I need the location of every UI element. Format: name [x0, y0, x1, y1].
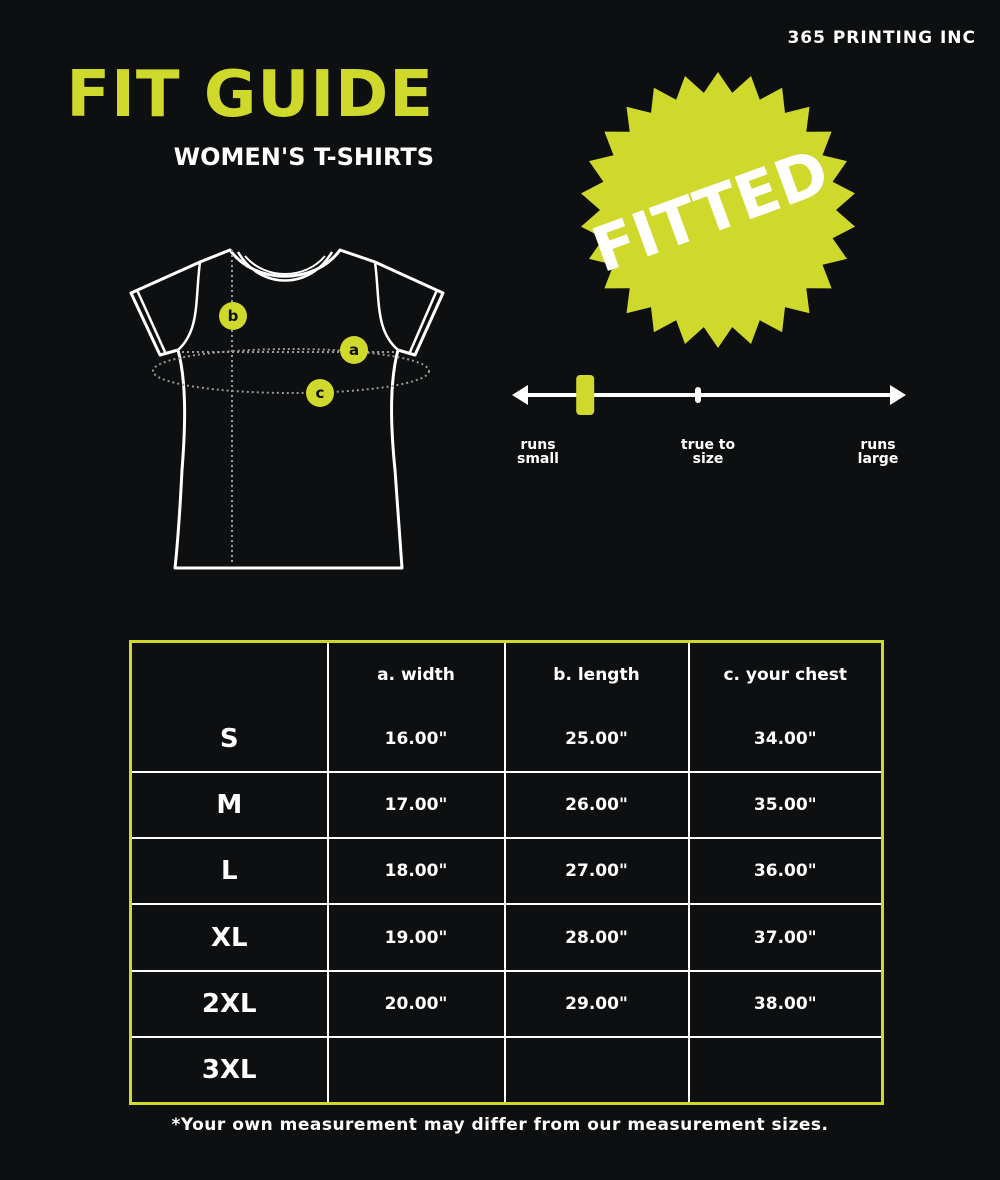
measurement-cell: 37.00" [687, 903, 883, 972]
size-label: M [130, 771, 329, 840]
right-sleeve-hem [408, 289, 439, 353]
marker-b-label: b [228, 307, 239, 325]
scale-label-true-to-size: true to size [680, 437, 736, 467]
arrow-right-icon [890, 385, 906, 405]
measurement-cell [326, 1035, 506, 1104]
measurement-cell: 20.00" [326, 969, 506, 1038]
tshirt-diagram [129, 248, 445, 570]
table-row: XL 19.00" 28.00" 37.00" [130, 903, 883, 972]
measure-markers: b a c [219, 302, 368, 407]
measurement-cell: 28.00" [503, 903, 690, 972]
size-label: XL [130, 903, 329, 972]
marker-b [219, 302, 247, 330]
measurement-cell: 38.00" [687, 969, 883, 1038]
page-title: FIT GUIDE [66, 58, 434, 132]
measurement-cell: 36.00" [687, 837, 883, 906]
page-subtitle: WOMEN'S T-SHIRTS [173, 143, 434, 171]
shirt-collar [236, 251, 334, 282]
measurement-cell [687, 1035, 883, 1104]
arrow-left-icon [512, 385, 528, 405]
scale-label-runs-large: runs large [857, 437, 899, 467]
true-to-size-tick [695, 387, 701, 403]
measurement-cell: 34.00" [687, 707, 883, 774]
shirt-outline [129, 248, 445, 570]
table-row: S 16.00" 25.00" 34.00" [130, 707, 883, 774]
footnote: *Your own measurement may differ from ou… [171, 1115, 829, 1135]
fit-level-marker [576, 375, 595, 415]
table-header-row: a. width b. length c. your chest [130, 641, 883, 707]
header-cell: a. width [326, 641, 506, 707]
measurement-cell [503, 1035, 690, 1104]
right-sleeve-seam [373, 261, 399, 351]
size-table: a. width b. length c. your chest S 16.00"… [129, 640, 884, 1105]
size-label: S [130, 707, 329, 774]
fit-scale [512, 375, 906, 415]
measurement-cell: 35.00" [687, 771, 883, 840]
measurement-cell: 25.00" [503, 707, 690, 774]
brand-name: 365 PRINTING INC [787, 28, 976, 48]
measurement-cell: 26.00" [503, 771, 690, 840]
marker-a [340, 336, 368, 364]
measure-lines [152, 250, 430, 565]
header-cell: b. length [503, 641, 690, 707]
marker-a-label: a [349, 341, 359, 359]
measurement-cell: 17.00" [326, 771, 506, 840]
measurement-cell: 29.00" [503, 969, 690, 1038]
marker-c-label: c [316, 384, 325, 402]
fitted-badge-starburst [581, 72, 855, 348]
table-row: 3XL [130, 1035, 883, 1104]
table-row: L 18.00" 27.00" 36.00" [130, 837, 883, 906]
left-sleeve-seam [177, 261, 202, 351]
measurement-cell: 27.00" [503, 837, 690, 906]
measurement-cell: 16.00" [326, 707, 506, 774]
measurement-cell: 19.00" [326, 903, 506, 972]
graphics-layer: b a c FITTED [129, 72, 906, 570]
measurement-cell: 18.00" [326, 837, 506, 906]
header-cell: c. your chest [687, 641, 883, 707]
left-sleeve-hem [135, 289, 167, 353]
size-label: 3XL [130, 1035, 329, 1104]
table-row: 2XL 20.00" 29.00" 38.00" [130, 969, 883, 1038]
scale-label-runs-small: runs small [517, 437, 559, 467]
table-row: M 17.00" 26.00" 35.00" [130, 771, 883, 840]
chest-ellipse [152, 348, 430, 394]
header-cell [130, 641, 329, 707]
shirt-collar-inner [244, 255, 326, 275]
size-label: L [130, 837, 329, 906]
marker-c [306, 379, 334, 407]
size-label: 2XL [130, 969, 329, 1038]
